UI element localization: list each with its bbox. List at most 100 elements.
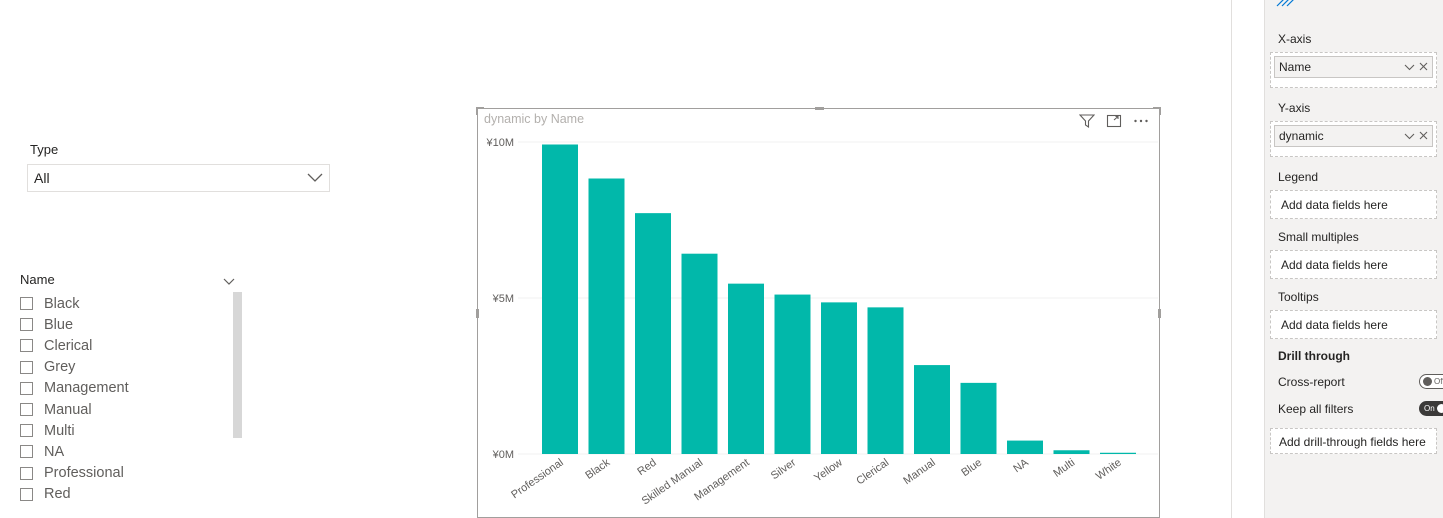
list-item-label: Multi	[44, 422, 75, 439]
resize-handle[interactable]	[476, 107, 484, 115]
checkbox[interactable]	[20, 487, 33, 501]
bar[interactable]	[542, 144, 578, 454]
list-item[interactable]: Professional	[20, 463, 220, 484]
bar[interactable]	[588, 178, 625, 454]
list-item-label: NA	[44, 443, 65, 460]
y-axis-label: Y-axis	[1278, 101, 1311, 115]
keep-filters-label: Keep all filters	[1278, 402, 1354, 416]
checkbox[interactable]	[20, 318, 33, 332]
close-icon[interactable]	[1419, 129, 1428, 143]
x-axis-field-pill[interactable]: Name	[1274, 56, 1433, 78]
list-item[interactable]: NA	[20, 441, 220, 462]
tooltips-placeholder: Add data fields here	[1281, 318, 1388, 332]
visual-header-icons	[1078, 114, 1149, 133]
drill-through-title: Drill through	[1278, 349, 1350, 363]
type-slicer-label: Type	[30, 142, 59, 157]
checkbox[interactable]	[20, 360, 33, 374]
x-axis-field-name: Name	[1279, 60, 1312, 74]
checkbox[interactable]	[20, 381, 33, 395]
bar[interactable]	[681, 253, 718, 454]
bar[interactable]	[1100, 452, 1136, 454]
close-icon[interactable]	[1419, 60, 1428, 74]
checkbox[interactable]	[20, 339, 33, 353]
checkbox[interactable]	[20, 445, 33, 459]
bar[interactable]	[728, 283, 764, 454]
x-tick-label: Multi	[1051, 457, 1077, 480]
chart-title: dynamic by Name	[484, 112, 585, 126]
x-tick-label: Red	[635, 457, 658, 478]
resize-handle[interactable]	[476, 309, 479, 318]
bar[interactable]	[1007, 440, 1043, 454]
more-options-icon[interactable]	[1133, 114, 1149, 133]
list-item-label: Professional	[44, 465, 124, 482]
chevron-down-icon[interactable]	[1404, 60, 1415, 74]
slicer-scrollbar[interactable]	[233, 292, 242, 438]
bar-chart-visual[interactable]: ¥0M ¥5M ¥10M Professional Black Red Skilled Ma…	[476, 107, 1161, 518]
x-tick-label: Blue	[959, 457, 984, 479]
keep-filters-state: On	[1424, 404, 1435, 413]
bar[interactable]	[821, 302, 857, 454]
drill-through-well[interactable]: Add drill-through fields here	[1270, 428, 1437, 454]
bar[interactable]	[914, 365, 950, 454]
x-tick-label: White	[1094, 457, 1124, 483]
x-axis-well[interactable]: Name	[1270, 52, 1437, 88]
type-dropdown[interactable]: All	[27, 164, 330, 192]
x-tick-label: Professional	[509, 457, 565, 502]
legend-placeholder: Add data fields here	[1281, 198, 1388, 212]
resize-handle[interactable]	[1158, 309, 1161, 318]
y-tick-label: ¥10M	[485, 137, 514, 149]
list-item-label: Clerical	[44, 337, 93, 354]
keep-filters-row: Keep all filters On	[1278, 401, 1443, 416]
x-axis-label: X-axis	[1278, 32, 1312, 46]
bar[interactable]	[960, 382, 997, 454]
resize-handle[interactable]	[1153, 107, 1161, 115]
chevron-down-icon	[307, 170, 323, 186]
checkbox[interactable]	[20, 466, 33, 480]
bar[interactable]	[867, 307, 904, 454]
name-slicer-list: Black Blue Clerical Grey Management Manual Mul…	[20, 293, 220, 505]
bar[interactable]	[1053, 450, 1090, 454]
list-item[interactable]: Black	[20, 293, 220, 314]
list-item-label: Blue	[44, 316, 74, 333]
small-multiples-label: Small multiples	[1278, 230, 1359, 244]
format-visual-icon[interactable]	[1275, 0, 1315, 13]
cross-report-toggle[interactable]: Off	[1419, 374, 1443, 389]
list-item[interactable]: Clerical	[20, 335, 220, 356]
list-item[interactable]: Management	[20, 378, 220, 399]
filter-icon[interactable]	[1078, 114, 1096, 133]
drill-through-placeholder: Add drill-through fields here	[1279, 435, 1426, 449]
bar[interactable]	[774, 294, 811, 454]
visualizations-pane: X-axis Name Y-axis dynamic Legend Add da…	[1264, 0, 1443, 518]
small-multiples-placeholder: Add data fields here	[1281, 258, 1388, 272]
list-item[interactable]: Manual	[20, 399, 220, 420]
chevron-down-icon[interactable]	[1404, 129, 1415, 143]
x-tick-label: NA	[1011, 456, 1031, 475]
checkbox[interactable]	[20, 403, 33, 417]
bar[interactable]	[635, 213, 671, 454]
list-item[interactable]: Grey	[20, 357, 220, 378]
legend-well[interactable]: Add data fields here	[1270, 190, 1437, 219]
checkbox[interactable]	[20, 297, 33, 311]
list-item-label: Manual	[44, 401, 92, 418]
y-axis-field-pill[interactable]: dynamic	[1274, 125, 1433, 147]
toggle-knob	[1436, 404, 1443, 413]
list-item[interactable]: Blue	[20, 314, 220, 335]
report-canvas: Type All Name Black Blue Clerical Grey Manag…	[20, 107, 1161, 518]
x-tick-label: Silver	[769, 456, 799, 482]
resize-handle[interactable]	[815, 107, 824, 110]
type-slicer: Type All	[27, 142, 330, 192]
y-axis-well[interactable]: dynamic	[1270, 121, 1437, 157]
keep-filters-toggle[interactable]: On	[1419, 401, 1443, 416]
toggle-knob	[1423, 377, 1432, 386]
focus-mode-icon[interactable]	[1106, 114, 1122, 133]
checkbox[interactable]	[20, 424, 33, 438]
list-item[interactable]: Multi	[20, 420, 220, 441]
y-tick-label: ¥0M	[492, 449, 514, 461]
y-axis-field-name: dynamic	[1279, 129, 1324, 143]
small-multiples-well[interactable]: Add data fields here	[1270, 250, 1437, 279]
list-item[interactable]: Red	[20, 484, 220, 505]
list-item-label: Grey	[44, 359, 76, 376]
tooltips-well[interactable]: Add data fields here	[1270, 310, 1437, 339]
chevron-down-icon[interactable]	[223, 274, 235, 289]
